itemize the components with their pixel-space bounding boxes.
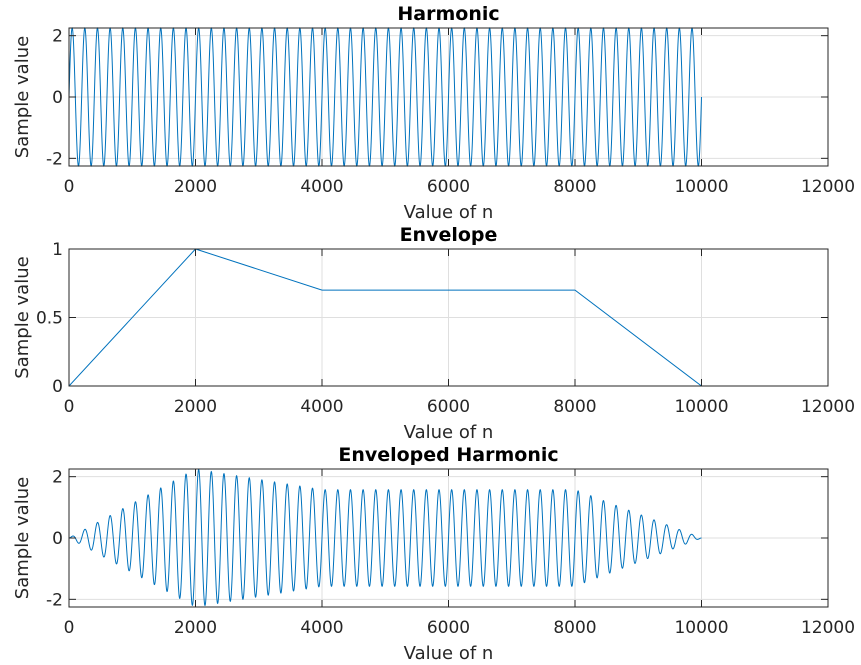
enveloped-harmonic-x-tick-label: 10000: [674, 618, 728, 638]
enveloped-harmonic-x-tick-label: 0: [64, 618, 75, 638]
enveloped-harmonic-x-axis-label: Value of n: [404, 643, 494, 664]
enveloped-harmonic-y-tick-label: 0: [52, 529, 63, 549]
envelope-x-tick-label: 4000: [300, 397, 343, 417]
enveloped-harmonic-y-tick-label: 2: [52, 468, 63, 488]
enveloped-harmonic-x-tick-label: 6000: [427, 618, 470, 638]
harmonic-panel: 0 2000 4000 6000 8000 10000 12000-202HarmonicV…: [12, 3, 855, 223]
envelope-x-tick-label: 6000: [427, 397, 470, 417]
envelope-y-axis-label: Sample value: [12, 256, 33, 378]
enveloped-harmonic-panel: 0 2000 4000 6000 8000 10000 12000-202Enveloped…: [12, 444, 855, 664]
enveloped-harmonic-x-tick-label: 8000: [553, 618, 596, 638]
envelope-x-tick-label: 8000: [553, 397, 596, 417]
harmonic-y-tick-label: 0: [52, 88, 63, 108]
harmonic-x-tick-label: 2000: [174, 177, 217, 197]
enveloped-harmonic-x-tick-label: 12000: [801, 618, 855, 638]
harmonic-x-tick-label: 8000: [553, 177, 596, 197]
harmonic-x-tick-label: 6000: [427, 177, 470, 197]
enveloped-harmonic-y-axis-label: Sample value: [12, 477, 33, 599]
envelope-y-tick-label: 1: [52, 240, 63, 260]
envelope-x-tick-label: 0: [64, 397, 75, 417]
envelope-x-tick-label: 2000: [174, 397, 217, 417]
harmonic-title: Harmonic: [397, 3, 499, 25]
harmonic-x-tick-label: 0: [64, 177, 75, 197]
harmonic-x-axis-label: Value of n: [404, 202, 494, 223]
envelope-panel: 0 2000 4000 6000 8000 10000 12000 0 0.5 1 Envelope…: [12, 224, 855, 443]
envelope-x-axis-label: Value of n: [404, 422, 494, 443]
envelope-title: Envelope: [400, 224, 498, 246]
envelope-y-tick-label: 0.5: [36, 309, 63, 329]
harmonic-x-tick-label: 10000: [674, 177, 728, 197]
harmonic-x-tick-label: 4000: [300, 177, 343, 197]
envelope-series-line: [68, 248, 702, 387]
harmonic-series-line: [68, 27, 702, 167]
enveloped-harmonic-series-line: [68, 468, 702, 607]
enveloped-harmonic-y-tick-label: -2: [46, 590, 63, 610]
harmonic-y-axis-label: Sample value: [12, 36, 33, 158]
enveloped-harmonic-x-tick-label: 4000: [300, 618, 343, 638]
envelope-x-tick-label: 12000: [801, 397, 855, 417]
harmonic-y-tick-label: 2: [52, 27, 63, 47]
harmonic-x-tick-label: 12000: [801, 177, 855, 197]
harmonic-y-tick-label: -2: [46, 149, 63, 169]
enveloped-harmonic-title: Enveloped Harmonic: [338, 444, 558, 466]
enveloped-harmonic-x-tick-label: 2000: [174, 618, 217, 638]
envelope-y-tick-label: 0: [52, 377, 63, 397]
envelope-x-tick-label: 10000: [674, 397, 728, 417]
